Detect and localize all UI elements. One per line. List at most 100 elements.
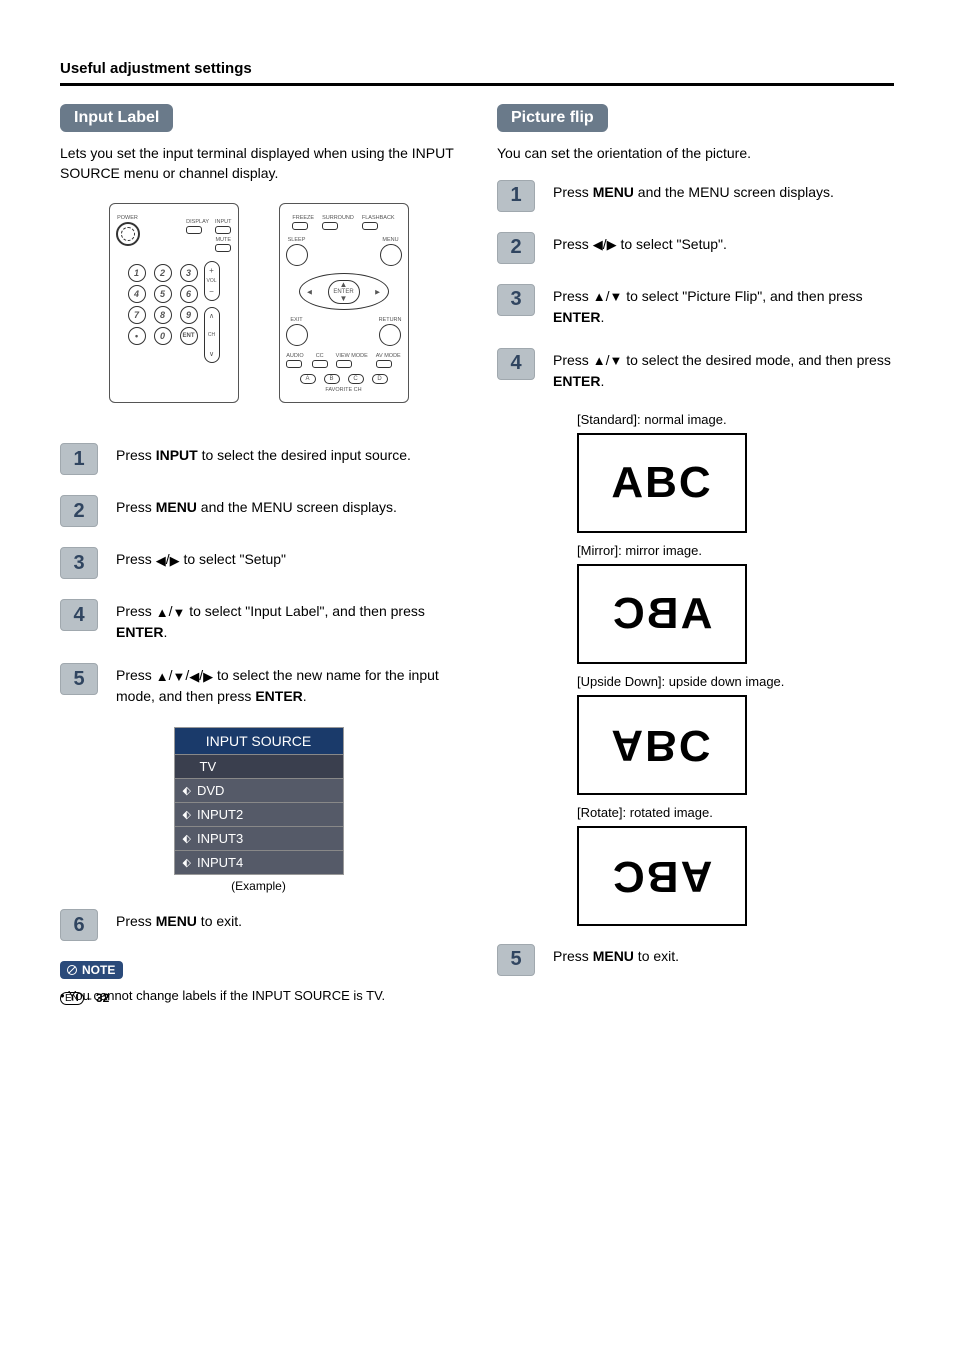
cc-button[interactable] <box>312 360 328 368</box>
input-plug-icon: ⬖ <box>183 856 191 869</box>
note-badge: NOTE <box>60 961 123 979</box>
letter-a-button[interactable]: A <box>300 374 316 384</box>
ch-button[interactable]: ∧ CH ∨ <box>204 307 220 363</box>
left-steps: 1 Press INPUT to select the desired input… <box>60 443 457 707</box>
step-text: Press ▲/▼ to select the desired mode, an… <box>553 348 894 392</box>
note-block: NOTE • You cannot change labels if the I… <box>60 961 457 1005</box>
input-plug-icon: ⬖ <box>183 832 191 845</box>
step-num-badge: 3 <box>497 284 535 316</box>
step-num-badge: 2 <box>497 232 535 264</box>
right-steps: 1Press MENU and the MENU screen displays… <box>497 180 894 392</box>
dpad[interactable]: ▲ ▼ ◄ ► ENTER <box>299 273 389 310</box>
step-num-badge: 2 <box>60 495 98 527</box>
display-button[interactable] <box>186 226 202 234</box>
letter-d-button[interactable]: D <box>372 374 388 384</box>
input-button[interactable] <box>215 226 231 234</box>
audio-button[interactable] <box>286 360 302 368</box>
remote-left: POWER DISPLAY INPUT MUTE <box>109 203 239 403</box>
exit-button[interactable] <box>286 324 308 346</box>
image-example-none: ABC <box>577 433 747 533</box>
num-1[interactable]: 1 <box>128 264 146 282</box>
vol-button[interactable]: + VOL − <box>204 261 220 301</box>
step-text: Press ▲/▼ to select "Picture Flip", and … <box>553 284 894 328</box>
mode-label: [Standard]: normal image. <box>577 412 894 427</box>
return-button[interactable] <box>379 324 401 346</box>
avmode-button[interactable] <box>376 360 392 368</box>
step-1: 1 Press INPUT to select the desired input… <box>60 443 457 475</box>
input-label-heading: Input Label <box>60 104 173 132</box>
page-footer: EN - 32 <box>60 991 109 1005</box>
input-source-label: INPUT2 <box>197 807 243 822</box>
image-example-upside: ABC <box>577 695 747 795</box>
note-text: • You cannot change labels if the INPUT … <box>60 987 457 1005</box>
step-num-badge: 5 <box>60 663 98 695</box>
step-num-badge: 1 <box>497 180 535 212</box>
num-2[interactable]: 2 <box>154 264 172 282</box>
footer-page: 32 <box>96 991 109 1005</box>
dpad-right-icon: ► <box>374 287 382 296</box>
image-example-mirror: ABC <box>577 564 747 664</box>
num-8[interactable]: 8 <box>154 306 172 324</box>
flashback-button[interactable] <box>362 222 378 230</box>
input-source-item[interactable]: ⬖ INPUT2 <box>175 802 343 826</box>
num-0[interactable]: 0 <box>154 327 172 345</box>
remote-right: FREEZE SURROUND FLASHBACK SLEEP MENU ▲ ▼… <box>279 203 409 403</box>
step-num-badge: 4 <box>60 599 98 631</box>
step-2: 2 Press MENU and the MENU screen displays… <box>60 495 457 527</box>
step-3: 3Press ◀/▶ to select "Setup" <box>60 547 457 579</box>
input-source-menu: INPUT SOURCE TV⬖DVD⬖INPUT2⬖INPUT3⬖INPUT4 <box>174 727 344 875</box>
step-num-badge: 5 <box>497 944 535 976</box>
left-column: Input Label Lets you set the input termi… <box>60 104 457 1005</box>
input-source-item[interactable]: TV <box>175 754 343 778</box>
columns: Input Label Lets you set the input termi… <box>60 104 894 1005</box>
freeze-button[interactable] <box>292 222 308 230</box>
step-1: 1Press MENU and the MENU screen displays… <box>497 180 894 212</box>
num-4[interactable]: 4 <box>128 285 146 303</box>
step-text: Press INPUT to select the desired input … <box>116 443 411 466</box>
step-num-badge: 4 <box>497 348 535 380</box>
enter-button[interactable]: ENTER <box>328 280 360 304</box>
letter-b-button[interactable]: B <box>324 374 340 384</box>
sleep-button[interactable] <box>286 244 308 266</box>
step-2: 2Press ◀/▶ to select "Setup". <box>497 232 894 264</box>
input-source-label: INPUT3 <box>197 831 243 846</box>
mode-label: [Rotate]: rotated image. <box>577 805 894 820</box>
num-5[interactable]: 5 <box>154 285 172 303</box>
letter-c-button[interactable]: C <box>348 374 364 384</box>
step-num-badge: 1 <box>60 443 98 475</box>
remote-images: POWER DISPLAY INPUT MUTE <box>60 203 457 403</box>
num-7[interactable]: 7 <box>128 306 146 324</box>
example-caption: (Example) <box>60 879 457 893</box>
step-text: Press ▲/▼/◀/▶ to select the new name for… <box>116 663 457 707</box>
step-3: 3 Press ▲/▼ to select "Picture Flip", and… <box>497 284 894 328</box>
footer-lang: EN <box>60 992 84 1005</box>
abc-text: ABC <box>611 589 712 639</box>
num-3[interactable]: 3 <box>180 264 198 282</box>
step-5-right: 5 Press MENU to exit. <box>497 944 894 976</box>
mute-button[interactable] <box>215 244 231 252</box>
input-plug-icon: ⬖ <box>183 808 191 821</box>
menu-button[interactable] <box>380 244 402 266</box>
step-6: 6 Press MENU to exit. <box>60 909 457 941</box>
right-column: Picture flip You can set the orientation… <box>497 104 894 1005</box>
step-4: 4 Press ▲/▼ to select the desired mode, a… <box>497 348 894 392</box>
input-source-label: INPUT4 <box>197 855 243 870</box>
input-source-item[interactable]: ⬖ INPUT4 <box>175 850 343 874</box>
picture-flip-intro: You can set the orientation of the pictu… <box>497 144 894 164</box>
num-9[interactable]: 9 <box>180 306 198 324</box>
input-plug-icon: ⬖ <box>183 784 191 797</box>
ent-button[interactable]: ENT <box>180 327 198 345</box>
input-source-label: TV <box>200 759 217 774</box>
step-text: Press MENU to exit. <box>553 944 679 967</box>
dpad-left-icon: ◄ <box>306 287 314 296</box>
input-source-item[interactable]: ⬖ INPUT3 <box>175 826 343 850</box>
num-6[interactable]: 6 <box>180 285 198 303</box>
power-button[interactable] <box>116 222 140 246</box>
viewmode-button[interactable] <box>336 360 352 368</box>
surround-button[interactable] <box>322 222 338 230</box>
mode-examples: [Standard]: normal image. ABC [Mirror]: mi… <box>497 412 894 926</box>
step-text: Press MENU and the MENU screen displays. <box>116 495 397 518</box>
input-source-item[interactable]: ⬖DVD <box>175 778 343 802</box>
num-dot[interactable]: • <box>128 327 146 345</box>
mode-label: [Mirror]: mirror image. <box>577 543 894 558</box>
